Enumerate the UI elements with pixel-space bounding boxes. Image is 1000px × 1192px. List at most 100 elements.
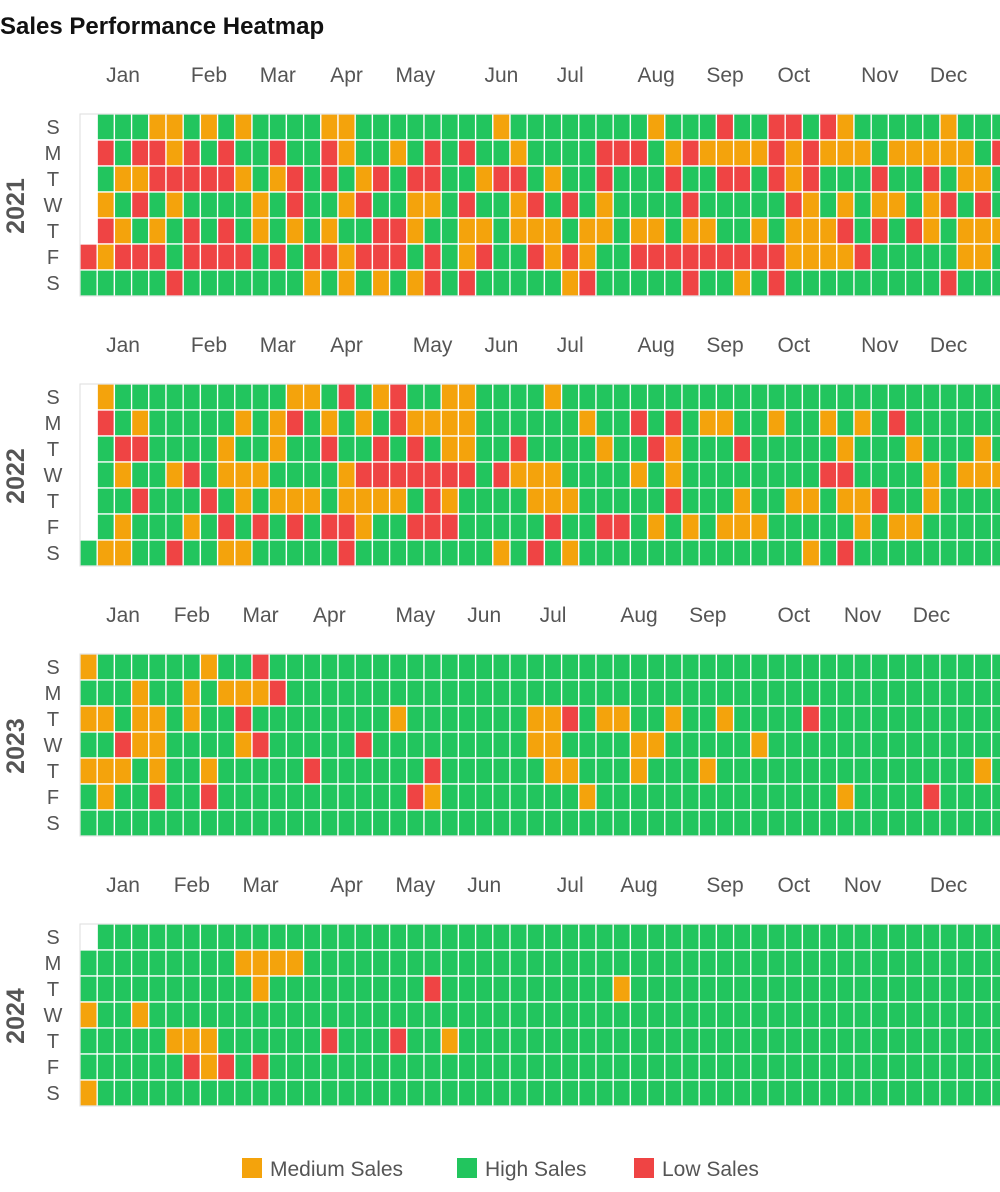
heatmap-cell xyxy=(646,809,666,837)
heatmap-cell xyxy=(234,513,253,541)
heatmap-cell xyxy=(595,949,614,977)
heatmap-cell xyxy=(148,191,167,219)
heatmap-cell xyxy=(199,539,219,567)
heatmap-cell xyxy=(784,487,804,515)
heatmap-cell xyxy=(612,461,632,489)
heatmap-cell xyxy=(750,243,769,271)
heatmap-cell xyxy=(578,1053,597,1081)
heatmap-cell xyxy=(165,975,184,1003)
heatmap-cell xyxy=(320,975,339,1003)
heatmap-cell xyxy=(165,679,184,707)
heatmap-cell xyxy=(320,383,339,411)
heatmap-cell xyxy=(474,1053,494,1081)
heatmap-cell xyxy=(526,409,546,437)
heatmap-cell xyxy=(939,113,958,141)
heatmap-cell xyxy=(268,1001,288,1029)
heatmap-cell xyxy=(165,435,184,463)
heatmap-cell xyxy=(560,539,580,567)
heatmap-cell xyxy=(560,383,580,411)
heatmap-cell xyxy=(681,487,700,515)
heatmap-cell xyxy=(956,113,976,141)
heatmap-cell xyxy=(96,705,116,733)
heatmap-cell xyxy=(646,269,666,297)
heatmap-cell xyxy=(285,679,305,707)
month-label: Mar xyxy=(243,874,279,897)
legend-label: Medium Sales xyxy=(270,1158,403,1181)
heatmap-cell xyxy=(904,679,924,707)
heatmap-cell xyxy=(182,435,202,463)
heatmap-cell xyxy=(767,435,786,463)
heatmap-cell xyxy=(182,409,202,437)
heatmap-cell xyxy=(182,783,202,811)
heatmap-cell xyxy=(646,139,666,167)
heatmap-cell xyxy=(732,217,752,245)
weekday-label: W xyxy=(44,735,63,757)
heatmap-cell xyxy=(509,783,528,811)
heatmap-cell xyxy=(216,757,236,785)
heatmap-cell xyxy=(664,165,683,193)
year-grid-frame xyxy=(79,653,1000,837)
heatmap-cell xyxy=(732,949,752,977)
heatmap-cell xyxy=(165,809,184,837)
heatmap-cell xyxy=(664,757,683,785)
heatmap-cell xyxy=(320,1001,339,1029)
heatmap-cell xyxy=(698,191,718,219)
heatmap-cell xyxy=(904,165,924,193)
heatmap-cell xyxy=(354,731,374,759)
heatmap-cell xyxy=(492,165,511,193)
heatmap-cell xyxy=(698,653,718,681)
heatmap-cell xyxy=(836,783,855,811)
heatmap-cell xyxy=(182,1027,202,1055)
heatmap-cell xyxy=(268,191,288,219)
heatmap-cell xyxy=(646,1053,666,1081)
heatmap-cell xyxy=(870,383,890,411)
heatmap-cell xyxy=(543,1027,563,1055)
heatmap-cell xyxy=(130,383,150,411)
heatmap-cell xyxy=(698,409,718,437)
heatmap-cell xyxy=(216,539,236,567)
heatmap-cell xyxy=(113,1001,133,1029)
heatmap-cell xyxy=(113,757,133,785)
weekday-label: M xyxy=(45,143,62,165)
heatmap-cell xyxy=(371,923,391,951)
heatmap-cell xyxy=(664,705,683,733)
heatmap-cell xyxy=(182,975,202,1003)
heatmap-cell xyxy=(956,269,976,297)
heatmap-cell xyxy=(216,487,236,515)
heatmap-cell xyxy=(199,513,219,541)
heatmap-cell xyxy=(956,1001,976,1029)
heatmap-cell xyxy=(96,923,116,951)
heatmap-cell xyxy=(457,243,477,271)
heatmap-cell xyxy=(371,165,391,193)
month-label: Mar xyxy=(243,604,279,627)
heatmap-cell xyxy=(715,1027,735,1055)
heatmap-cell xyxy=(939,653,958,681)
heatmap-cell xyxy=(509,975,528,1003)
heatmap-cell xyxy=(767,409,786,437)
heatmap-cell xyxy=(251,539,270,567)
heatmap-cell xyxy=(251,1053,270,1081)
heatmap-cell xyxy=(836,487,855,515)
heatmap-cell xyxy=(715,139,735,167)
heatmap-cell xyxy=(388,539,408,567)
heatmap-cell xyxy=(96,269,116,297)
heatmap-cell xyxy=(629,653,649,681)
month-label: Oct xyxy=(777,334,810,357)
heatmap-cell xyxy=(96,975,116,1003)
heatmap-cell xyxy=(629,487,649,515)
heatmap-cell xyxy=(79,809,98,837)
heatmap-cell xyxy=(474,923,494,951)
heatmap-cell xyxy=(990,513,1000,541)
heatmap-cell xyxy=(474,435,494,463)
heatmap-cell xyxy=(320,409,339,437)
heatmap-cell xyxy=(853,679,872,707)
heatmap-cell xyxy=(784,409,804,437)
heatmap-cell xyxy=(354,1027,374,1055)
heatmap-cell xyxy=(320,539,339,567)
heatmap-cell xyxy=(939,435,958,463)
heatmap-cell xyxy=(440,923,460,951)
heatmap-cell xyxy=(629,1079,649,1107)
heatmap-cell xyxy=(767,487,786,515)
heatmap-cell xyxy=(560,757,580,785)
heatmap-cell xyxy=(423,679,442,707)
